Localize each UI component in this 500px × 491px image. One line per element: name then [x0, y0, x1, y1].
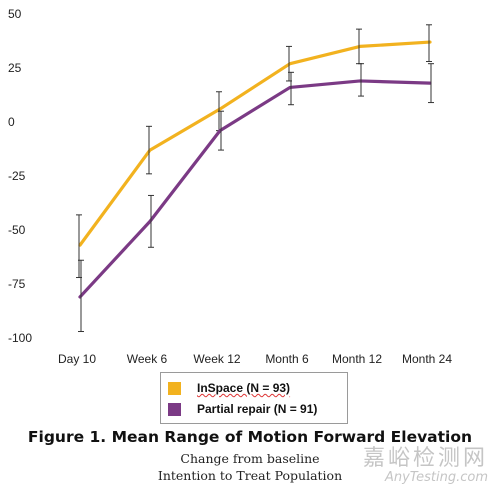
y-tick-label: 25: [8, 61, 22, 75]
watermark: 嘉峪检测网 AnyTesting.com: [363, 440, 488, 485]
x-tick-label: Week 6: [127, 352, 168, 366]
series-line-partial-repair: [78, 79, 432, 299]
x-tick-label: Month 12: [332, 352, 382, 366]
y-tick-label: 50: [8, 7, 22, 21]
y-tick-label: -25: [8, 169, 26, 183]
watermark-chinese-text: 嘉峪检测网: [362, 446, 488, 471]
y-tick-label: -75: [8, 277, 26, 291]
figure-subtitle-line1: Change from baseline: [180, 451, 320, 466]
legend-swatch-inspace: [168, 381, 181, 395]
legend-item-partial-repair: Partial repair (N = 91): [168, 399, 317, 419]
y-tick-label: -50: [8, 223, 26, 237]
figure-title: Figure 1. Mean Range of Motion Forward E…: [27, 428, 473, 446]
x-tick-label: Month 24: [402, 352, 452, 366]
x-tick-label: Month 6: [265, 352, 309, 366]
series-line-inspace: [78, 40, 432, 247]
legend-swatch-partial-repair: [168, 402, 181, 416]
legend-item-inspace: InSpace (N = 93): [168, 378, 290, 398]
chart-legend: InSpace (N = 93) Partial repair (N = 91): [160, 372, 348, 424]
figure-subtitle-line2: Intention to Treat Population: [157, 468, 343, 483]
chart-plot: 50 25 0 -25 -50 -75 -100 Day 10 Week 6 Week 12 Mon…: [8, 7, 452, 366]
x-tick-label: Week 12: [193, 352, 240, 366]
watermark-site-text: AnyTesting.com: [384, 470, 488, 485]
legend-label-partial-repair: Partial repair (N = 91): [197, 402, 318, 416]
y-tick-label: -100: [8, 331, 32, 345]
x-tick-label: Day 10: [58, 352, 96, 366]
y-tick-label: 0: [8, 115, 15, 129]
legend-label-inspace: InSpace (N = 93): [197, 381, 291, 395]
